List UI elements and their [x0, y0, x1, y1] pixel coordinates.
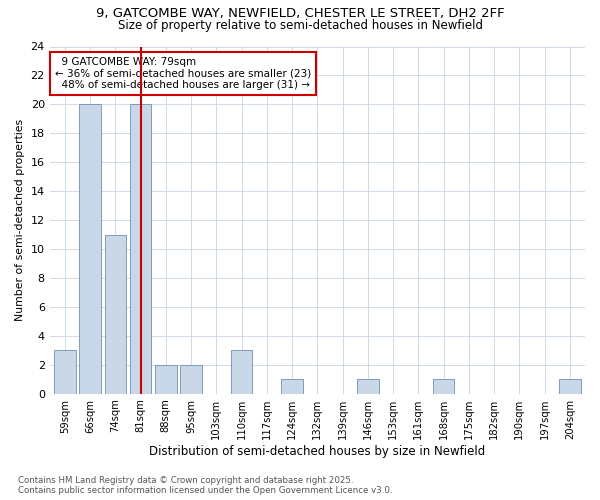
Bar [54, 350, 76, 394]
Bar [433, 379, 454, 394]
Bar [79, 104, 101, 394]
Text: Size of property relative to semi-detached houses in Newfield: Size of property relative to semi-detach… [118, 18, 482, 32]
Bar [104, 234, 126, 394]
Bar [281, 379, 303, 394]
Bar [181, 365, 202, 394]
Bar [559, 379, 581, 394]
Bar [231, 350, 253, 394]
Y-axis label: Number of semi-detached properties: Number of semi-detached properties [15, 119, 25, 321]
Bar [130, 104, 151, 394]
Text: 9, GATCOMBE WAY, NEWFIELD, CHESTER LE STREET, DH2 2FF: 9, GATCOMBE WAY, NEWFIELD, CHESTER LE ST… [95, 8, 505, 20]
Bar [155, 365, 176, 394]
Bar [357, 379, 379, 394]
X-axis label: Distribution of semi-detached houses by size in Newfield: Distribution of semi-detached houses by … [149, 444, 485, 458]
Text: Contains HM Land Registry data © Crown copyright and database right 2025.
Contai: Contains HM Land Registry data © Crown c… [18, 476, 392, 495]
Text: 9 GATCOMBE WAY: 79sqm
← 36% of semi-detached houses are smaller (23)
  48% of se: 9 GATCOMBE WAY: 79sqm ← 36% of semi-deta… [55, 57, 311, 90]
